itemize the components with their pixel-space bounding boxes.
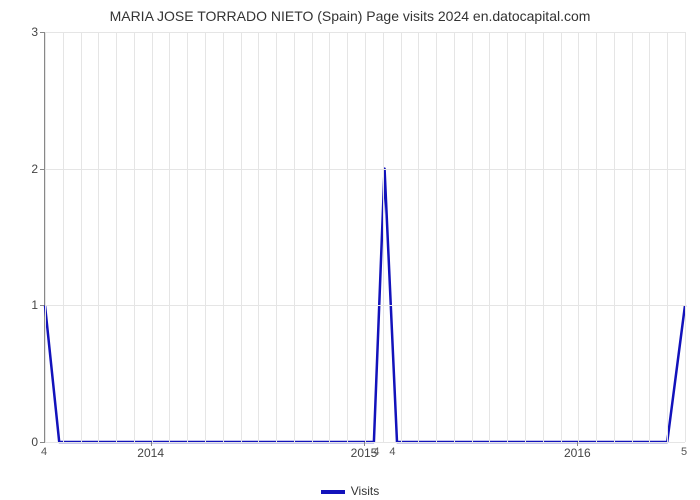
gridline-v bbox=[205, 32, 206, 442]
x-sub-label: 4 bbox=[373, 446, 379, 458]
gridline-v bbox=[525, 32, 526, 442]
legend: Visits bbox=[0, 484, 700, 498]
chart-title: MARIA JOSE TORRADO NIETO (Spain) Page vi… bbox=[0, 8, 700, 24]
gridline-v bbox=[312, 32, 313, 442]
x-tick-mark bbox=[577, 442, 578, 446]
gridline-v bbox=[383, 32, 384, 442]
gridline-v bbox=[258, 32, 259, 442]
y-tick-mark bbox=[40, 442, 44, 443]
y-tick-mark bbox=[40, 32, 44, 33]
gridline-v bbox=[401, 32, 402, 442]
gridline-h bbox=[45, 442, 685, 443]
gridline-v bbox=[241, 32, 242, 442]
chart-container: MARIA JOSE TORRADO NIETO (Spain) Page vi… bbox=[0, 8, 700, 478]
gridline-v bbox=[649, 32, 650, 442]
gridline-v bbox=[489, 32, 490, 442]
gridline-v bbox=[63, 32, 64, 442]
gridline-v bbox=[152, 32, 153, 442]
gridline-v bbox=[507, 32, 508, 442]
gridline-h bbox=[45, 169, 685, 170]
gridline-v bbox=[329, 32, 330, 442]
gridline-v bbox=[276, 32, 277, 442]
gridline-v bbox=[187, 32, 188, 442]
gridline-v bbox=[543, 32, 544, 442]
x-tick-mark bbox=[151, 442, 152, 446]
gridline-v bbox=[667, 32, 668, 442]
gridline-v bbox=[294, 32, 295, 442]
gridline-v bbox=[116, 32, 117, 442]
gridline-v bbox=[81, 32, 82, 442]
plot-area bbox=[44, 32, 685, 443]
x-sub-label: 4 bbox=[41, 446, 47, 458]
gridline-v bbox=[169, 32, 170, 442]
gridline-v bbox=[418, 32, 419, 442]
gridline-v bbox=[454, 32, 455, 442]
x-tick-mark bbox=[364, 442, 365, 446]
y-tick-mark bbox=[40, 169, 44, 170]
gridline-v bbox=[347, 32, 348, 442]
gridline-v bbox=[632, 32, 633, 442]
y-tick-label: 3 bbox=[8, 25, 38, 39]
gridline-h bbox=[45, 32, 685, 33]
legend-swatch bbox=[321, 490, 345, 494]
gridline-v bbox=[365, 32, 366, 442]
x-sub-label: 4 bbox=[389, 446, 395, 458]
y-tick-label: 1 bbox=[8, 298, 38, 312]
x-tick-label: 2014 bbox=[137, 446, 164, 460]
gridline-v bbox=[614, 32, 615, 442]
y-tick-label: 2 bbox=[8, 162, 38, 176]
gridline-v bbox=[472, 32, 473, 442]
y-tick-label: 0 bbox=[8, 435, 38, 449]
gridline-v bbox=[134, 32, 135, 442]
gridline-v bbox=[45, 32, 46, 442]
gridline-v bbox=[685, 32, 686, 442]
x-tick-label: 2016 bbox=[564, 446, 591, 460]
gridline-v bbox=[561, 32, 562, 442]
y-tick-mark bbox=[40, 305, 44, 306]
gridline-v bbox=[98, 32, 99, 442]
gridline-v bbox=[578, 32, 579, 442]
gridline-v bbox=[436, 32, 437, 442]
gridline-v bbox=[596, 32, 597, 442]
gridline-h bbox=[45, 305, 685, 306]
gridline-v bbox=[223, 32, 224, 442]
x-sub-label: 5 bbox=[681, 446, 687, 458]
legend-label: Visits bbox=[351, 484, 379, 498]
